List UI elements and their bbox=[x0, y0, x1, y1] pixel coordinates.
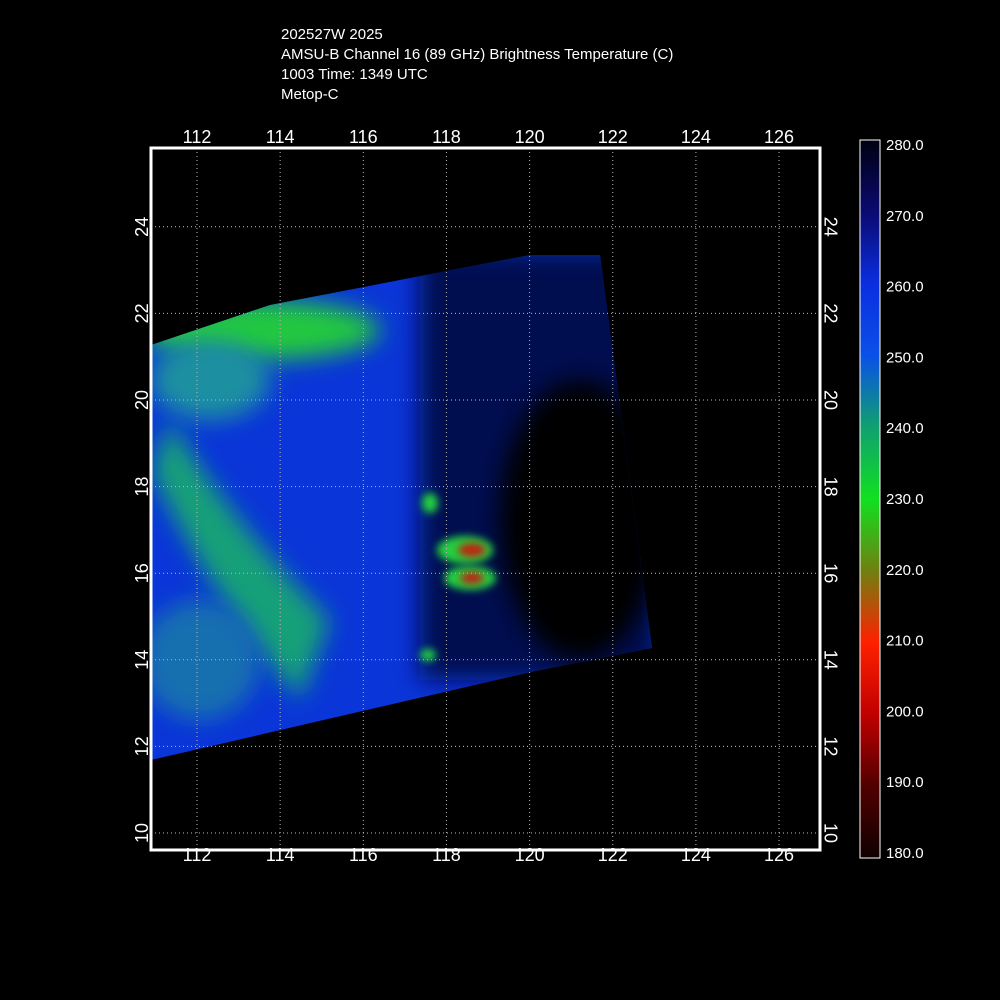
lon-label: 118 bbox=[432, 845, 461, 865]
lon-label: 124 bbox=[681, 845, 711, 865]
header-line: AMSU-B Channel 16 (89 GHz) Brightness Te… bbox=[281, 46, 673, 63]
lat-label: 24 bbox=[820, 217, 840, 237]
lon-label: 116 bbox=[349, 845, 378, 865]
lon-label: 126 bbox=[764, 127, 794, 147]
lon-label: 120 bbox=[515, 127, 545, 147]
colorbar-label: 240.0 bbox=[886, 420, 924, 437]
colorbar-label: 180.0 bbox=[886, 845, 924, 862]
colorbar-label: 220.0 bbox=[886, 562, 924, 579]
lon-label: 118 bbox=[432, 127, 461, 147]
lat-label: 10 bbox=[820, 823, 840, 843]
lat-label: 16 bbox=[820, 563, 840, 583]
header-line: 202527W 2025 bbox=[281, 26, 383, 43]
colorbar bbox=[859, 139, 881, 859]
colorbar-label: 270.0 bbox=[886, 208, 924, 225]
header-line: 1003 Time: 1349 UTC bbox=[281, 66, 428, 83]
axis-labels: 112 112 114 114 116 116 118 118 120 120 122 122 124 1… bbox=[132, 127, 841, 865]
lon-label: 114 bbox=[266, 127, 295, 147]
lat-label: 12 bbox=[132, 736, 152, 756]
lon-label: 124 bbox=[681, 127, 711, 147]
map-frame bbox=[149, 146, 822, 852]
lat-label: 18 bbox=[820, 477, 840, 497]
colorbar-labels: 280.0 270.0 260.0 250.0 240.0 230.0 220.0 210.0… bbox=[886, 137, 924, 862]
lon-label: 120 bbox=[515, 845, 545, 865]
lat-label: 12 bbox=[820, 736, 840, 756]
lat-label: 24 bbox=[132, 217, 152, 237]
lat-label: 20 bbox=[132, 390, 152, 410]
lat-label: 18 bbox=[132, 477, 152, 497]
colorbar-label: 250.0 bbox=[886, 349, 924, 366]
lat-label: 10 bbox=[132, 823, 152, 843]
colorbar-label: 200.0 bbox=[886, 703, 924, 720]
lat-label: 22 bbox=[820, 303, 840, 323]
lon-label: 116 bbox=[349, 127, 378, 147]
colorbar-label: 190.0 bbox=[886, 774, 924, 791]
colorbar-label: 260.0 bbox=[886, 279, 924, 296]
lat-label: 14 bbox=[132, 650, 152, 670]
header: 202527W 2025 AMSU-B Channel 16 (89 GHz) … bbox=[281, 26, 673, 103]
lat-label: 20 bbox=[820, 390, 840, 410]
lat-label: 16 bbox=[132, 563, 152, 583]
lon-label: 122 bbox=[598, 127, 628, 147]
graticule bbox=[151, 148, 820, 850]
colorbar-label: 280.0 bbox=[886, 137, 924, 154]
colorbar-label: 230.0 bbox=[886, 491, 924, 508]
colorbar-label: 210.0 bbox=[886, 633, 924, 650]
lon-label: 122 bbox=[598, 845, 628, 865]
lon-label: 112 bbox=[183, 127, 212, 147]
lon-label: 112 bbox=[183, 845, 212, 865]
lat-label: 22 bbox=[132, 303, 152, 323]
lat-label: 14 bbox=[820, 650, 840, 670]
satellite-swath bbox=[151, 255, 652, 760]
header-line: Metop-C bbox=[281, 86, 339, 103]
lon-label: 114 bbox=[266, 845, 295, 865]
lon-label: 126 bbox=[764, 845, 794, 865]
